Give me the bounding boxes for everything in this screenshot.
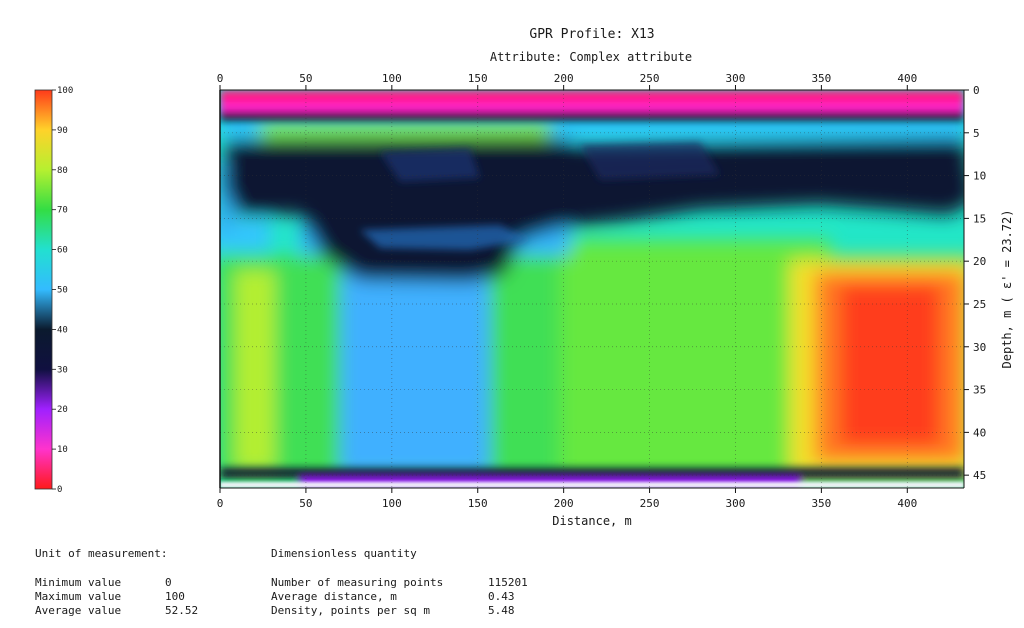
y-tick-label: 30: [973, 341, 986, 354]
stat-min-value: 0: [165, 576, 172, 589]
colorbar-tick-label: 90: [57, 126, 68, 136]
x-tick-label-top: 50: [299, 72, 312, 85]
x-tick-label-top: 400: [897, 72, 917, 85]
colorbar-tick-label: 30: [57, 365, 68, 375]
y-tick-label: 10: [973, 170, 986, 183]
unit-value: Dimensionless quantity: [271, 547, 417, 560]
x-tick-label-top: 150: [468, 72, 488, 85]
bottom-white-band: [220, 482, 964, 488]
colorbar-tick-label: 100: [57, 86, 73, 96]
chart-subtitle: Attribute: Complex attribute: [490, 50, 692, 64]
x-tick-label-bottom: 400: [897, 497, 917, 510]
y-tick-label: 20: [973, 255, 986, 268]
colorbar-gradient: [34, 89, 53, 490]
y-tick-label: 40: [973, 426, 986, 439]
y-axis-label: Depth, m ( ε' = 23.72): [1000, 210, 1014, 369]
x-tick-label-bottom: 150: [468, 497, 488, 510]
x-tick-label-top: 200: [554, 72, 574, 85]
y-tick-label: 0: [973, 84, 980, 97]
y-tick-label: 5: [973, 127, 980, 140]
y-axis-right: 0 5 10 15 20 25 30 35 40 45: [964, 84, 986, 482]
colorbar-tick-label: 40: [57, 325, 68, 335]
y-tick-label: 45: [973, 469, 986, 482]
stat-avg-value: 52.52: [165, 604, 199, 617]
x-tick-label-top: 350: [811, 72, 831, 85]
x-tick-label-top: 300: [726, 72, 746, 85]
plot-frame: [219, 89, 965, 489]
colorbar-tick-label: 60: [57, 246, 68, 256]
y-tick-label: 25: [973, 298, 986, 311]
chart-title: GPR Profile: X13: [529, 27, 654, 42]
heatmap-image: [220, 90, 964, 488]
x-tick-label-bottom: 200: [554, 497, 574, 510]
colorbar-tick-label: 0: [57, 485, 62, 495]
x-tick-label-bottom: 350: [811, 497, 831, 510]
stat-avg-label: Average value: [35, 604, 122, 617]
y-tick-label: 15: [973, 212, 986, 225]
x-axis-bottom: 0 50 100 150 200 250 300 350 400: [217, 488, 917, 510]
stat-distance-label: Average distance, m: [271, 590, 397, 603]
stat-density-label: Density, points per sq m: [271, 604, 430, 617]
x-tick-label-top: 250: [640, 72, 660, 85]
colorbar-tick-label: 80: [57, 166, 68, 176]
stat-points-label: Number of measuring points: [271, 576, 444, 589]
x-tick-label-bottom: 100: [382, 497, 402, 510]
colorbar-tick-label: 50: [57, 286, 68, 296]
x-tick-label-bottom: 0: [217, 497, 224, 510]
stat-max-label: Maximum value: [35, 590, 122, 603]
stat-min-label: Minimum value: [35, 576, 122, 589]
unit-label: Unit of measurement:: [35, 547, 168, 560]
x-tick-label-bottom: 50: [299, 497, 312, 510]
x-axis-label: Distance, m: [552, 514, 631, 528]
stat-max-value: 100: [165, 590, 185, 603]
grid-lines: [220, 90, 964, 488]
colorbar: 0 10 20 30 40 50 60 70 80 90 100: [34, 86, 73, 495]
y-tick-label: 35: [973, 384, 986, 397]
x-axis-top: 0 50 100 150 200 250 300 350 400: [217, 72, 917, 90]
stat-distance-value: 0.43: [488, 590, 515, 603]
stat-density-value: 5.48: [488, 604, 515, 617]
colorbar-ticks: 0 10 20 30 40 50 60 70 80 90 100: [52, 86, 73, 495]
colorbar-tick-label: 20: [57, 405, 68, 415]
x-tick-label-bottom: 300: [726, 497, 746, 510]
x-tick-label-top: 100: [382, 72, 402, 85]
x-tick-label-bottom: 250: [640, 497, 660, 510]
x-tick-label-top: 0: [217, 72, 224, 85]
colorbar-tick-label: 10: [57, 445, 68, 455]
stat-points-value: 115201: [488, 576, 528, 589]
colorbar-tick-label: 70: [57, 206, 68, 216]
